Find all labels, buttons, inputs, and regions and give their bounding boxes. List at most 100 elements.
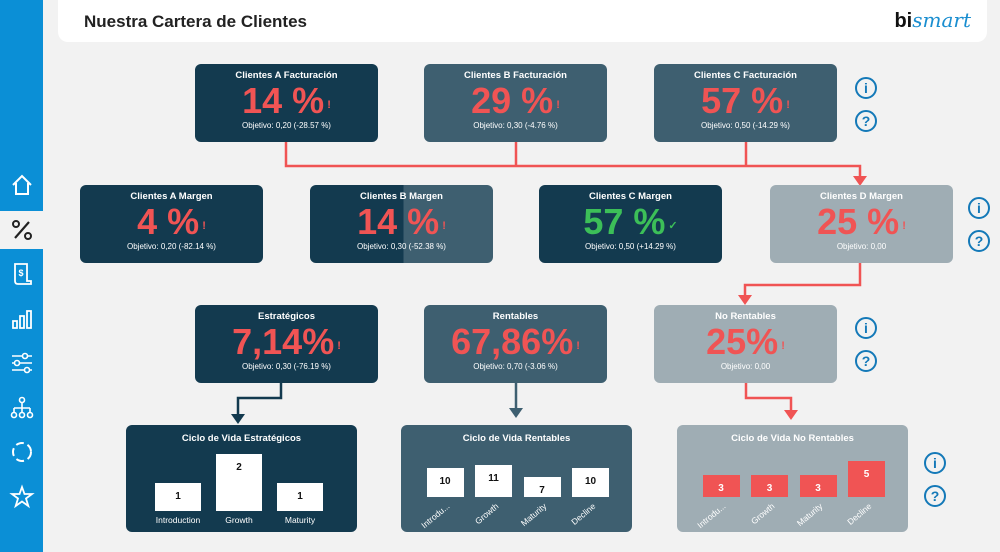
kpi-card: Clientes B Facturación 29 %! Objetivo: 0…: [424, 64, 607, 142]
kpi-title: Rentables: [492, 311, 539, 322]
kpi-objective: Objetivo: 0,50 (-14.29 %): [701, 121, 790, 130]
help-icon[interactable]: ?: [924, 485, 946, 507]
sidebar-item-star[interactable]: [0, 478, 43, 516]
kpi-title: Clientes A Facturación: [235, 70, 338, 81]
lifecycle-chart: Ciclo de Vida No Rentables 3 Introdu... 3 Gr…: [677, 425, 908, 532]
kpi-title: Clientes D Margen: [820, 191, 903, 202]
check-icon: ✓: [668, 220, 678, 232]
page-title: Nuestra Cartera de Clientes: [84, 12, 307, 31]
bar[interactable]: 7: [523, 476, 561, 497]
info-icon[interactable]: i: [855, 317, 877, 339]
kpi-objective: Objetivo: 0,00: [836, 242, 887, 251]
lifecycle-chart: Ciclo de Vida Rentables 10 Introdu... 11 Gro…: [401, 425, 632, 532]
kpi-card: Clientes A Margen 4 %! Objetivo: 0,20 (-…: [80, 185, 263, 263]
sidebar-item-bar-chart[interactable]: [0, 300, 43, 338]
kpi-objective: Objetivo: 0,20 (-82.14 %): [127, 242, 216, 251]
kpi-objective: Objetivo: 0,30 (-52.38 %): [357, 242, 446, 251]
bar[interactable]: 3: [702, 475, 740, 497]
star-icon: [8, 483, 35, 508]
lifecycle-chart: Ciclo de Vida Estratégicos 1 Introduction 2…: [126, 425, 357, 532]
kpi-title: Clientes B Margen: [360, 191, 443, 202]
category-label: Growth: [225, 515, 253, 525]
kpi-value: 57 % ✓: [583, 201, 678, 242]
kpi-objective: Objetivo: 0,20 (-28.57 %): [242, 121, 331, 130]
sidebar-item-percent[interactable]: [0, 210, 43, 249]
kpi-card: No Rentables 25%! Objetivo: 0,00: [654, 305, 837, 383]
kpi-objective: Objetivo: 0,30 (-4.76 %): [473, 121, 558, 130]
bar[interactable]: 1: [155, 482, 201, 511]
bar[interactable]: 3: [751, 475, 788, 497]
bar[interactable]: 11: [475, 465, 512, 497]
hierarchy-icon: [10, 396, 33, 418]
alert-icon: !: [781, 340, 785, 352]
bar-chart-icon: [11, 309, 32, 329]
bar[interactable]: 3: [799, 475, 837, 497]
kpi-value: 14 %!: [357, 201, 446, 242]
alert-icon: !: [556, 99, 560, 111]
sidebar: $: [0, 0, 43, 552]
bar[interactable]: 10: [572, 467, 609, 497]
kpi-value: 29 %!: [471, 80, 560, 121]
header: Nuestra Cartera de Clientes bismart: [58, 0, 987, 42]
kpi-card: Clientes C Margen 57 % ✓ Objetivo: 0,50 (…: [539, 185, 722, 263]
kpi-objective: Objetivo: 0,00: [720, 362, 771, 371]
alert-icon: !: [786, 99, 790, 111]
help-icon[interactable]: ?: [968, 230, 990, 252]
kpi-value: 7,14%!: [232, 321, 341, 362]
kpi-card: Clientes C Facturación 57 %! Objetivo: 0…: [654, 64, 837, 142]
alert-icon: !: [442, 220, 446, 232]
percent-icon: [11, 219, 32, 240]
kpi-card: Clientes B Margen 14 %! Objetivo: 0,30 (…: [310, 185, 493, 263]
kpi-value: 25%!: [706, 321, 785, 362]
bar[interactable]: 10: [426, 467, 464, 497]
sliders-icon: [11, 352, 32, 374]
alert-icon: !: [337, 340, 341, 352]
kpi-title: Clientes C Margen: [589, 191, 672, 202]
kpi-value: 14 %!: [242, 80, 331, 121]
alert-icon: !: [202, 220, 206, 232]
info-icon[interactable]: i: [924, 452, 946, 474]
bar[interactable]: 1: [277, 482, 323, 511]
info-icon[interactable]: i: [855, 77, 877, 99]
help-icon[interactable]: ?: [855, 350, 877, 372]
kpi-value: 4 %!: [137, 201, 206, 242]
kpi-objective: Objetivo: 0,30 (-76.19 %): [242, 362, 331, 371]
invoice-icon: $: [13, 263, 32, 285]
chart-title: Ciclo de Vida Rentables: [462, 433, 571, 444]
svg-text:$: $: [18, 268, 23, 278]
kpi-card: Rentables 67,86%! Objetivo: 0,70 (-3.06 …: [424, 305, 607, 383]
bar[interactable]: 5: [848, 461, 885, 497]
kpi-objective: Objetivo: 0,70 (-3.06 %): [473, 362, 558, 371]
kpi-title: Clientes A Margen: [130, 191, 213, 202]
help-icon[interactable]: ?: [855, 110, 877, 132]
alert-icon: !: [576, 340, 580, 352]
kpi-card: Clientes D Margen 25 %! Objetivo: 0,00: [770, 185, 953, 263]
sidebar-item-invoice[interactable]: $: [0, 255, 43, 293]
kpi-title: Clientes C Facturación: [694, 70, 797, 81]
bismart-logo: bismart: [894, 8, 971, 32]
kpi-title: No Rentables: [715, 311, 776, 322]
kpi-value: 57 %!: [701, 80, 790, 121]
kpi-title: Estratégicos: [257, 311, 316, 322]
category-label: Maturity: [284, 515, 316, 525]
sidebar-item-hierarchy[interactable]: [0, 389, 43, 427]
kpi-value: 67,86%!: [451, 321, 580, 362]
kpi-card: Clientes A Facturación 14 %! Objetivo: 0…: [195, 64, 378, 142]
sidebar-item-loading-circle[interactable]: [0, 433, 43, 471]
category-label: Introduction: [155, 515, 201, 525]
chart-title: Ciclo de Vida No Rentables: [731, 433, 854, 444]
info-icon[interactable]: i: [968, 197, 990, 219]
kpi-value: 25 %!: [817, 201, 906, 242]
chart-title: Ciclo de Vida Estratégicos: [181, 433, 302, 444]
loading-circle-icon: [11, 442, 32, 462]
home-icon: [11, 174, 32, 195]
sidebar-item-sliders[interactable]: [0, 344, 43, 382]
kpi-card: Estratégicos 7,14%! Objetivo: 0,30 (-76.…: [195, 305, 378, 383]
kpi-objective: Objetivo: 0,50 (+14.29 %): [585, 242, 676, 251]
alert-icon: !: [327, 99, 331, 111]
bar[interactable]: 2: [216, 454, 262, 511]
alert-icon: !: [902, 220, 906, 232]
kpi-title: Clientes B Facturación: [464, 70, 567, 81]
sidebar-item-home[interactable]: [0, 166, 43, 204]
